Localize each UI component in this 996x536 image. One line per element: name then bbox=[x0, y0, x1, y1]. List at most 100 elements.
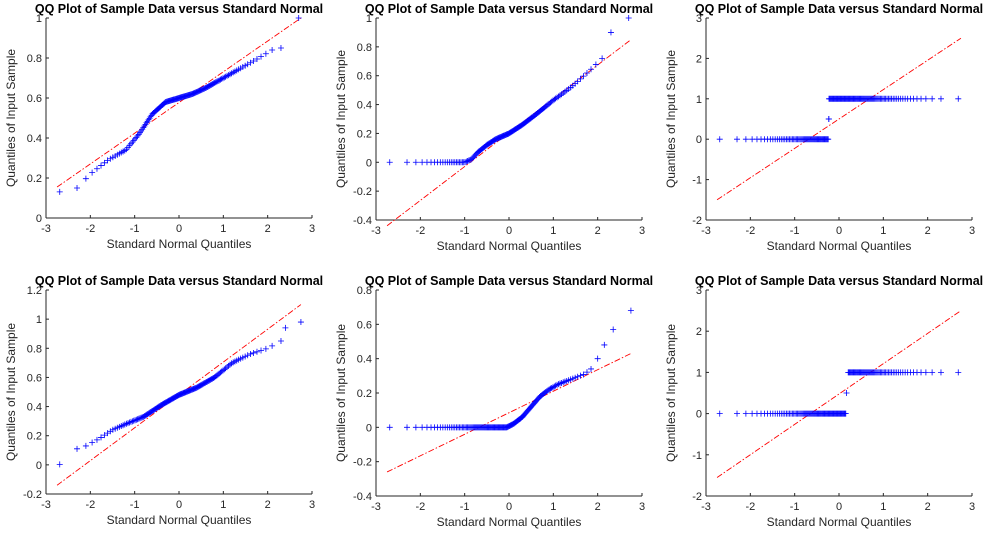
x-tick-label: -2 bbox=[415, 225, 425, 237]
data-point bbox=[937, 95, 944, 102]
data-point bbox=[242, 62, 249, 69]
data-point bbox=[262, 50, 269, 57]
x-tick-label: 0 bbox=[176, 223, 182, 235]
data-point bbox=[242, 353, 249, 360]
data-point bbox=[244, 61, 251, 68]
data-point bbox=[127, 418, 134, 425]
data-point bbox=[842, 410, 849, 417]
data-point bbox=[627, 307, 634, 314]
chart-title: QQ Plot of Sample Data versus Standard N… bbox=[365, 2, 653, 16]
reference-line bbox=[56, 17, 302, 188]
y-tick-label: 0 bbox=[36, 213, 42, 225]
y-tick-label: 0.2 bbox=[357, 128, 372, 140]
data-point bbox=[143, 119, 150, 126]
data-point bbox=[56, 461, 63, 468]
data-point bbox=[734, 136, 741, 143]
data-point bbox=[592, 61, 599, 68]
data-point bbox=[574, 78, 581, 85]
data-point bbox=[552, 382, 559, 389]
data-point bbox=[226, 71, 233, 78]
x-tick-label: -2 bbox=[745, 501, 755, 513]
y-tick-label: 3 bbox=[696, 13, 702, 25]
x-tick-label: 0 bbox=[836, 501, 842, 513]
data-point bbox=[572, 374, 579, 381]
x-tick-label: -3 bbox=[701, 225, 711, 237]
data-point bbox=[56, 188, 63, 195]
data-point bbox=[412, 159, 419, 166]
x-tick-label: 1 bbox=[550, 225, 556, 237]
y-tick-label: 0 bbox=[366, 422, 372, 434]
chart-title: QQ Plot of Sample Data versus Standard N… bbox=[365, 274, 653, 288]
data-point bbox=[101, 432, 108, 439]
data-point bbox=[599, 55, 606, 62]
data-point bbox=[610, 326, 617, 333]
data-point bbox=[221, 74, 228, 81]
x-tick-label: 3 bbox=[969, 225, 975, 237]
y-tick-label: 0.4 bbox=[357, 354, 372, 366]
data-point bbox=[224, 364, 231, 371]
data-point bbox=[577, 75, 584, 82]
y-tick-label: 1 bbox=[36, 314, 42, 326]
x-tick-label: -1 bbox=[460, 225, 470, 237]
x-tick-label: -2 bbox=[415, 501, 425, 513]
y-tick-label: 0.6 bbox=[27, 372, 42, 384]
data-point bbox=[295, 15, 302, 21]
x-tick-label: 2 bbox=[925, 225, 931, 237]
y-tick-label: 0.8 bbox=[357, 42, 372, 54]
data-point bbox=[404, 424, 411, 431]
data-point bbox=[594, 355, 601, 362]
data-point bbox=[955, 369, 962, 376]
qq-panel-4: QQ Plot of Sample Data versus Standard N… bbox=[4, 274, 323, 527]
y-tick-label: 0.8 bbox=[27, 53, 42, 65]
data-point bbox=[98, 434, 105, 441]
x-tick-label: -1 bbox=[130, 499, 140, 511]
data-point bbox=[133, 134, 140, 141]
x-tick-label: 3 bbox=[969, 501, 975, 513]
data-point bbox=[217, 76, 224, 83]
y-tick-label: 0.2 bbox=[357, 388, 372, 400]
data-point bbox=[922, 369, 929, 376]
data-point bbox=[555, 93, 562, 100]
data-point bbox=[269, 47, 276, 53]
x-tick-label: 0 bbox=[506, 501, 512, 513]
data-point bbox=[386, 424, 393, 431]
y-tick-label: 0 bbox=[36, 460, 42, 472]
data-point bbox=[742, 136, 749, 143]
data-point bbox=[955, 95, 962, 102]
data-point bbox=[716, 410, 723, 417]
data-point bbox=[412, 424, 419, 431]
y-axis-label: Quantiles of Input Sample bbox=[4, 323, 18, 461]
data-point bbox=[277, 45, 284, 51]
y-tick-label: 3 bbox=[696, 285, 702, 297]
x-tick-label: 0 bbox=[506, 225, 512, 237]
x-tick-label: 3 bbox=[639, 225, 645, 237]
data-point bbox=[253, 56, 260, 63]
data-point bbox=[93, 165, 100, 172]
data-point bbox=[937, 369, 944, 376]
x-axis-label: Standard Normal Quantiles bbox=[767, 515, 912, 529]
data-point bbox=[125, 420, 132, 427]
x-tick-label: 1 bbox=[880, 225, 886, 237]
data-point bbox=[277, 338, 284, 344]
data-point bbox=[548, 384, 555, 391]
x-tick-label: -2 bbox=[85, 223, 95, 235]
x-tick-label: -3 bbox=[371, 225, 381, 237]
x-tick-label: 1 bbox=[220, 223, 226, 235]
data-point bbox=[129, 418, 136, 425]
data-point bbox=[247, 59, 254, 66]
y-tick-label: -1 bbox=[692, 175, 702, 187]
data-point bbox=[588, 66, 595, 73]
x-tick-label: 1 bbox=[550, 501, 556, 513]
data-point bbox=[133, 416, 140, 423]
data-point bbox=[386, 159, 393, 166]
data-point bbox=[225, 362, 232, 369]
x-tick-label: -3 bbox=[41, 223, 51, 235]
data-point bbox=[588, 365, 595, 372]
data-point bbox=[580, 371, 587, 378]
data-point bbox=[580, 73, 587, 80]
x-tick-label: 2 bbox=[265, 499, 271, 511]
y-axis-label: Quantiles of Input Sample bbox=[4, 49, 18, 187]
y-tick-label: 1.2 bbox=[27, 285, 42, 297]
x-tick-label: -3 bbox=[701, 501, 711, 513]
